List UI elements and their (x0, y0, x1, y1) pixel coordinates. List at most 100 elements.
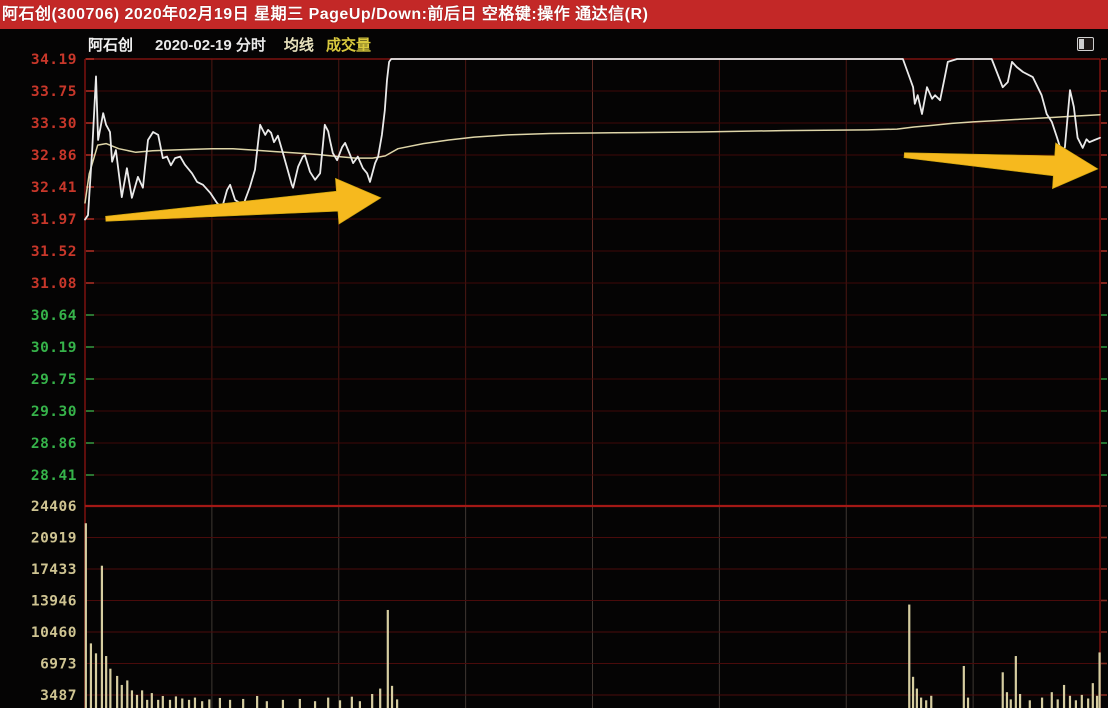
volume-bar (100, 565, 104, 708)
volume-bar (1009, 699, 1012, 708)
volume-bar (201, 701, 204, 708)
volume-indicator-label[interactable]: 成交量 (325, 36, 371, 54)
volume-bar (105, 656, 108, 708)
volume-bar (135, 694, 139, 708)
volume-bar (120, 684, 123, 708)
volume-bar (358, 701, 361, 708)
volume-bar (1095, 695, 1099, 708)
volume-bar (89, 643, 93, 708)
volume-bar (1062, 684, 1066, 708)
volume-bar (84, 523, 87, 708)
price-axis-label: 28.86 (31, 436, 77, 452)
volume-bar (350, 696, 353, 708)
volume-bar (146, 699, 149, 708)
volume-bar (930, 695, 933, 708)
volume-bar (140, 690, 144, 708)
volume-axis-label: 6973 (40, 657, 77, 673)
price-axis-label: 28.41 (31, 468, 77, 484)
price-axis-label: 31.52 (31, 244, 77, 260)
volume-bar (1074, 700, 1077, 708)
volume-bar (126, 680, 129, 708)
volume-bar (1028, 700, 1031, 708)
volume-bar (1098, 652, 1101, 708)
volume-bar (1068, 695, 1072, 708)
price-axis-label: 29.75 (31, 372, 77, 388)
chart-header: 阿石创 2020-02-19 分时 均线 成交量 (88, 33, 371, 55)
price-axis-label: 33.75 (31, 84, 77, 100)
volume-bar (187, 699, 191, 708)
volume-bar (228, 699, 232, 708)
title-bar-text: 阿石创(300706) 2020年02月19日 星期三 PageUp/Down:… (2, 6, 649, 23)
price-axis-label: 29.30 (31, 404, 77, 420)
volume-bar (908, 604, 911, 708)
price-axis-label: 34.19 (31, 52, 77, 68)
volume-bar (379, 688, 382, 708)
volume-axis-label: 20919 (31, 531, 77, 547)
volume-bar (390, 685, 394, 708)
volume-bar (1040, 697, 1044, 708)
volume-axis-label: 13946 (31, 594, 77, 610)
volume-bar (371, 693, 374, 708)
volume-bar (1018, 693, 1022, 708)
volume-bar (193, 697, 197, 708)
volume-bar (396, 699, 399, 708)
volume-bar (327, 697, 330, 708)
volume-bar (1056, 699, 1059, 708)
date-periodtype-label: 2020-02-19 分时 (155, 36, 266, 54)
title-bar: 阿石创(300706) 2020年02月19日 星期三 PageUp/Down:… (0, 0, 1108, 29)
volume-bar (911, 676, 915, 708)
volume-bar (281, 699, 285, 708)
volume-bar (1014, 656, 1017, 708)
volume-bar (157, 699, 160, 708)
volume-bar (966, 697, 970, 708)
volume-bar (94, 653, 98, 708)
volume-bar (386, 609, 389, 708)
volume-bar (1005, 692, 1009, 708)
volume-bar (920, 697, 923, 708)
trend-arrow-annotation (105, 177, 382, 225)
price-axis-label: 32.41 (31, 180, 77, 196)
volume-bar (1001, 672, 1004, 708)
volume-bar (962, 665, 965, 708)
volume-bar (338, 700, 342, 708)
volume-bar (218, 697, 222, 708)
volume-bar (208, 699, 211, 708)
volume-bar (161, 695, 164, 708)
volume-axis-label: 10460 (31, 625, 77, 641)
price-axis-label: 31.97 (31, 212, 77, 228)
price-axis-label: 33.30 (31, 116, 77, 132)
volume-bar (298, 698, 301, 708)
volume-bar (1050, 692, 1053, 708)
trend-arrow-annotation (903, 142, 1099, 190)
stock-name-label: 阿石创 (88, 36, 134, 54)
volume-bar (925, 700, 928, 708)
volume-bar (242, 698, 245, 708)
volume-axis-label: 17433 (31, 562, 77, 578)
volume-axis-label: 3487 (40, 688, 77, 704)
volume-bar (174, 696, 178, 708)
price-axis-label: 31.08 (31, 276, 77, 292)
volume-axis-label: 24406 (31, 499, 77, 515)
ma-indicator-label[interactable]: 均线 (283, 36, 314, 54)
volume-bar (265, 701, 268, 708)
volume-bar (256, 695, 259, 708)
avg-price-line (84, 113, 1101, 204)
volume-bar (168, 699, 172, 708)
volume-bar (109, 668, 112, 708)
price-axis-label: 30.64 (31, 308, 77, 324)
price-axis-label: 30.19 (31, 340, 77, 356)
volume-bar (1080, 694, 1083, 708)
volume-bar (1087, 698, 1090, 708)
volume-bar (130, 690, 134, 708)
volume-bar (116, 675, 119, 708)
price-line (84, 58, 1101, 221)
volume-bar (1091, 683, 1094, 708)
volume-bar (181, 698, 184, 708)
volume-bar (313, 701, 317, 708)
volume-bar (150, 693, 153, 708)
volume-bar (915, 688, 918, 708)
price-axis-label: 32.86 (31, 148, 77, 164)
split-screen-icon[interactable] (1077, 37, 1094, 51)
